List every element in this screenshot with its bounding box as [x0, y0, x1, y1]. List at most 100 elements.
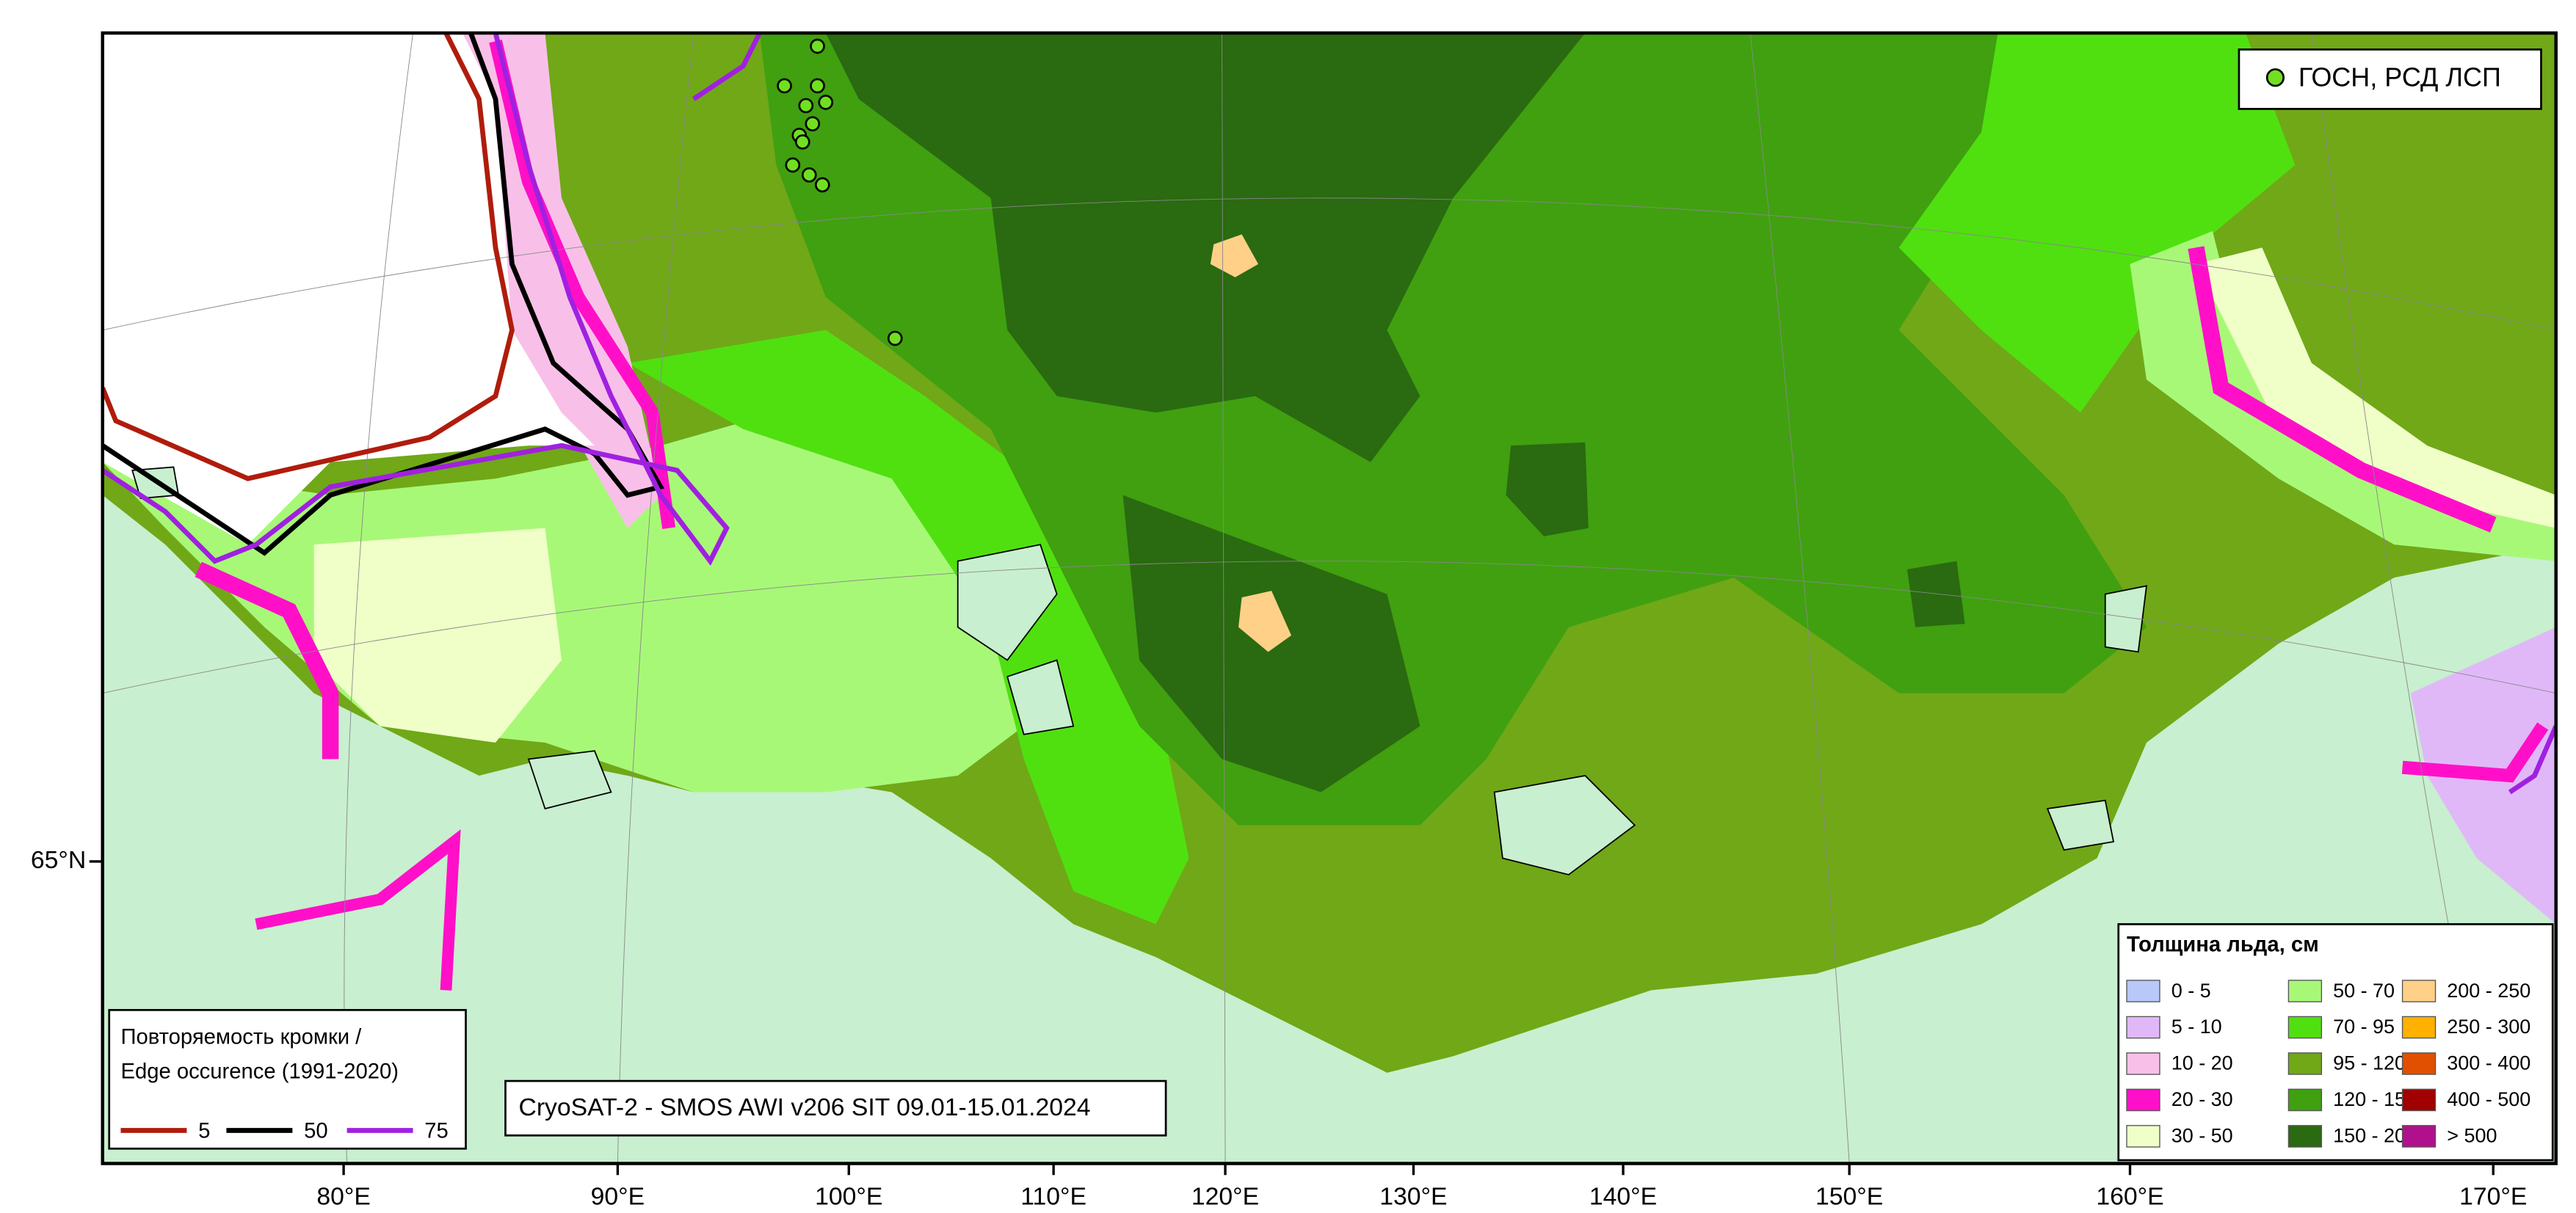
- map-layers: 80°E 90°E 100°E 110°E 120°E 130°E 140°E 150°E 16…: [31, 31, 2558, 1211]
- station-legend-marker: [2265, 68, 2285, 87]
- ice-70-95: [627, 329, 1189, 925]
- thickness-legend-label: 300 - 400: [2447, 1052, 2530, 1074]
- island: [957, 544, 1058, 661]
- thickness-legend-label: 30 - 50: [2172, 1125, 2233, 1147]
- thickness-legend-label: 0 - 5: [2172, 980, 2211, 1002]
- island: [2046, 799, 2115, 851]
- station-marker: [794, 134, 810, 150]
- thickness-legend-label: 400 - 500: [2447, 1088, 2530, 1110]
- ice-50-70-east: [2130, 230, 2556, 561]
- lon-label: 120°E: [1191, 1183, 1259, 1211]
- caption-box: [504, 1079, 1167, 1137]
- thickness-legend-label: > 500: [2447, 1125, 2497, 1147]
- thickness-swatch: [2126, 1016, 2160, 1039]
- island: [1493, 775, 1636, 875]
- no-data: [102, 32, 595, 545]
- thickness-swatch: [2401, 1088, 2437, 1112]
- graticule: [1749, 32, 1850, 1164]
- island: [2104, 585, 2148, 653]
- thickness-swatch: [2287, 1125, 2323, 1148]
- ice-200-250-b: [1238, 591, 1291, 652]
- graticule: [102, 561, 2556, 694]
- ice-150-200-small: [1506, 442, 1589, 536]
- map-area: [102, 32, 2556, 1164]
- lon-label: 150°E: [1815, 1183, 1883, 1211]
- lat-label: 65°N: [31, 846, 86, 874]
- ice-20-30-band-south: [255, 829, 461, 991]
- thickness-legend-label: 50 - 70: [2333, 980, 2395, 1002]
- thickness-legend-title: Толщина льда, см: [2127, 933, 2319, 956]
- thickness-swatch: [2126, 1052, 2160, 1075]
- ice-150-200-north: [825, 32, 1586, 462]
- lon-label: 100°E: [815, 1183, 882, 1211]
- ice-10-20-west: [462, 32, 661, 528]
- ice-20-30-band-se: [2401, 722, 2549, 783]
- station-legend-label: ГОСН, РСД ЛСП: [2299, 62, 2501, 92]
- graticule: [617, 32, 694, 1164]
- edge-legend-title: Edge occurence (1991-2020): [120, 1060, 398, 1084]
- ice-30-50: [313, 528, 562, 743]
- edge-legend-label: 5: [198, 1120, 210, 1143]
- caption: CryoSAT-2 - SMOS AWI v206 SIT 09.01-15.0…: [518, 1093, 1090, 1121]
- ice-150-200-east: [1906, 561, 1965, 627]
- thickness-legend-label: 70 - 95: [2333, 1016, 2395, 1038]
- lon-label: 110°E: [1020, 1183, 1086, 1211]
- station-marker: [887, 330, 903, 346]
- thickness-swatch: [2126, 980, 2160, 1002]
- station-marker: [798, 98, 814, 114]
- lon-label: 90°E: [591, 1183, 645, 1211]
- map-frame: [101, 31, 2558, 1165]
- island: [1006, 659, 1075, 735]
- lon-label: 80°E: [316, 1183, 370, 1211]
- thickness-legend-label: 250 - 300: [2447, 1016, 2530, 1038]
- station-marker: [777, 78, 792, 94]
- station-marker: [805, 116, 821, 132]
- graticule: [1222, 32, 1226, 1164]
- ice-70-95-east: [1898, 32, 2296, 413]
- thickness-swatch: [2287, 1052, 2323, 1075]
- lon-label: 170°E: [2459, 1183, 2527, 1211]
- edge-line-75: [102, 32, 730, 567]
- station-marker: [814, 177, 830, 193]
- lon-label: 130°E: [1379, 1183, 1447, 1211]
- thickness-swatch: [2126, 1088, 2160, 1112]
- thickness-legend-label: 5 - 10: [2172, 1016, 2222, 1038]
- edge-legend-title: Повторяемость кромки /: [120, 1025, 362, 1049]
- thickness-swatch: [2287, 1088, 2323, 1112]
- thickness-legend-label: 20 - 30: [2172, 1088, 2233, 1110]
- thickness-swatch: [2126, 1125, 2160, 1148]
- edge-line-75-east: [2508, 725, 2556, 795]
- lon-label: 160°E: [2096, 1183, 2163, 1211]
- edge-line-50: [102, 32, 665, 556]
- ice-50-70: [102, 412, 1041, 793]
- edge-legend-label: 75: [424, 1120, 449, 1143]
- ice-20-30-band-east: [2188, 246, 2497, 533]
- thickness-swatch: [2287, 980, 2323, 1002]
- graticule: [102, 197, 2556, 331]
- station-legend-box: [2238, 48, 2542, 110]
- thickness-legend-label: 95 - 120: [2333, 1052, 2406, 1074]
- ice-20-30-band-north: [489, 40, 676, 529]
- edge-line-5: [102, 32, 515, 481]
- station-marker: [785, 157, 801, 173]
- island: [527, 750, 612, 810]
- edge-legend-label: 50: [304, 1120, 328, 1143]
- thickness-swatch: [2401, 1125, 2437, 1148]
- lon-label: 140°E: [1589, 1183, 1657, 1211]
- edge-legend-box: [108, 1009, 467, 1150]
- edge-line-75-north: [692, 32, 762, 101]
- thickness-swatch: [2401, 1052, 2437, 1075]
- thickness-swatch: [2287, 1016, 2323, 1039]
- thickness-swatch: [2401, 980, 2437, 1002]
- station-marker: [818, 95, 834, 110]
- thickness-legend-box: [2117, 923, 2554, 1162]
- station-marker: [810, 78, 825, 94]
- station-marker: [801, 167, 817, 183]
- station-marker: [810, 38, 825, 54]
- thickness-swatch: [2401, 1016, 2437, 1039]
- thickness-legend-label: 10 - 20: [2172, 1052, 2233, 1074]
- thickness-legend-label: 200 - 250: [2447, 980, 2530, 1002]
- ice-30-50-east: [2196, 247, 2556, 528]
